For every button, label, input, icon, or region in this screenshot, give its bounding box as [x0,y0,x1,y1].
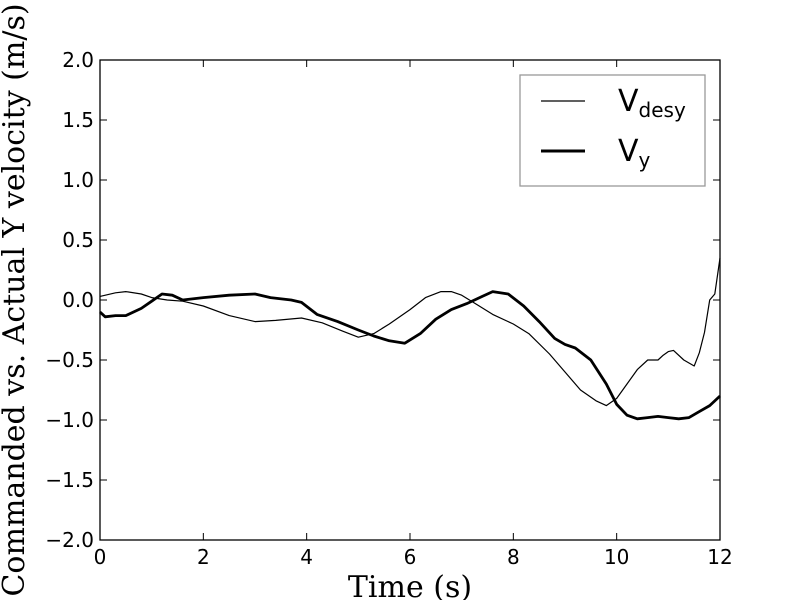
y-axis-title: Commanded vs. Actual Y velocity (m/s) [0,3,32,596]
legend: Vdesy Vy [519,74,706,187]
legend-label-vdesy: Vdesy [618,84,686,122]
y-tick-label: −1.5 [45,468,94,492]
y-axis: 2.0 1.5 1.0 0.5 0.0 −0.5 −1.0 −1.5 −2.0 [45,48,720,552]
y-tick-label: 2.0 [62,48,94,72]
series-line-vdesy [99,257,721,407]
x-axis-title: Time (s) [348,570,472,600]
y-tick-label: 1.5 [62,108,94,132]
x-axis: 0 2 4 6 8 10 12 [94,60,733,569]
x-tick-label: 0 [94,545,107,569]
x-tick-label: 10 [604,545,629,569]
y-tick-label: 1.0 [62,168,94,192]
y-tick-label: −1.0 [45,408,94,432]
legend-box [519,74,706,187]
x-tick-label: 4 [300,545,313,569]
y-tick-label: 0.0 [62,288,94,312]
series-layer [99,257,721,421]
series-line-vy [99,290,721,421]
y-tick-label: −2.0 [45,528,94,552]
legend-label-vy: Vy [618,134,651,172]
x-tick-label: 12 [707,545,732,569]
x-tick-label: 8 [507,545,520,569]
x-tick-label: 2 [197,545,210,569]
y-tick-label: −0.5 [45,348,94,372]
x-tick-label: 6 [404,545,417,569]
y-tick-label: 0.5 [62,228,94,252]
